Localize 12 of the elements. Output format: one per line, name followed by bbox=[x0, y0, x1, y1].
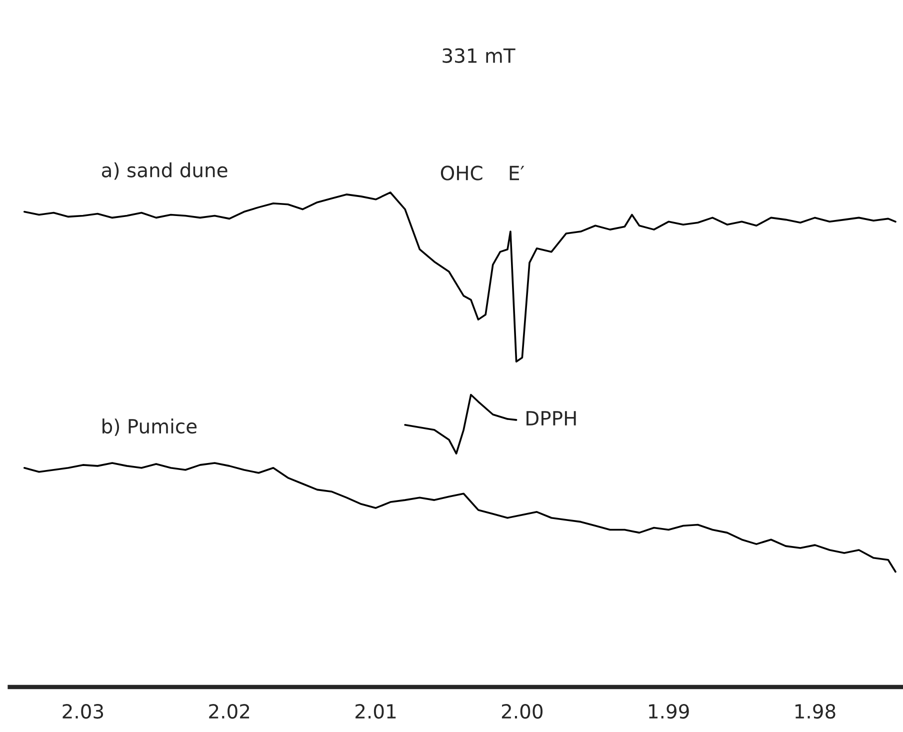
x-tick-label: 2.03 bbox=[62, 704, 104, 719]
x-tick-label: 2.01 bbox=[356, 704, 396, 719]
series-label: a) sand dune bbox=[102, 162, 228, 180]
text: E′ bbox=[510, 166, 524, 180]
series-label: DPPH bbox=[526, 411, 576, 426]
x-tick-label: 2.02 bbox=[209, 704, 250, 719]
x-tick-label: 1.99 bbox=[649, 704, 689, 719]
text: 331 mT bbox=[442, 48, 516, 63]
x-tick-label: 2.00 bbox=[502, 704, 543, 719]
text: OHC bbox=[440, 166, 482, 180]
series-label: b) Pumice bbox=[102, 418, 197, 436]
x-tick-label: 1.98 bbox=[795, 704, 836, 719]
